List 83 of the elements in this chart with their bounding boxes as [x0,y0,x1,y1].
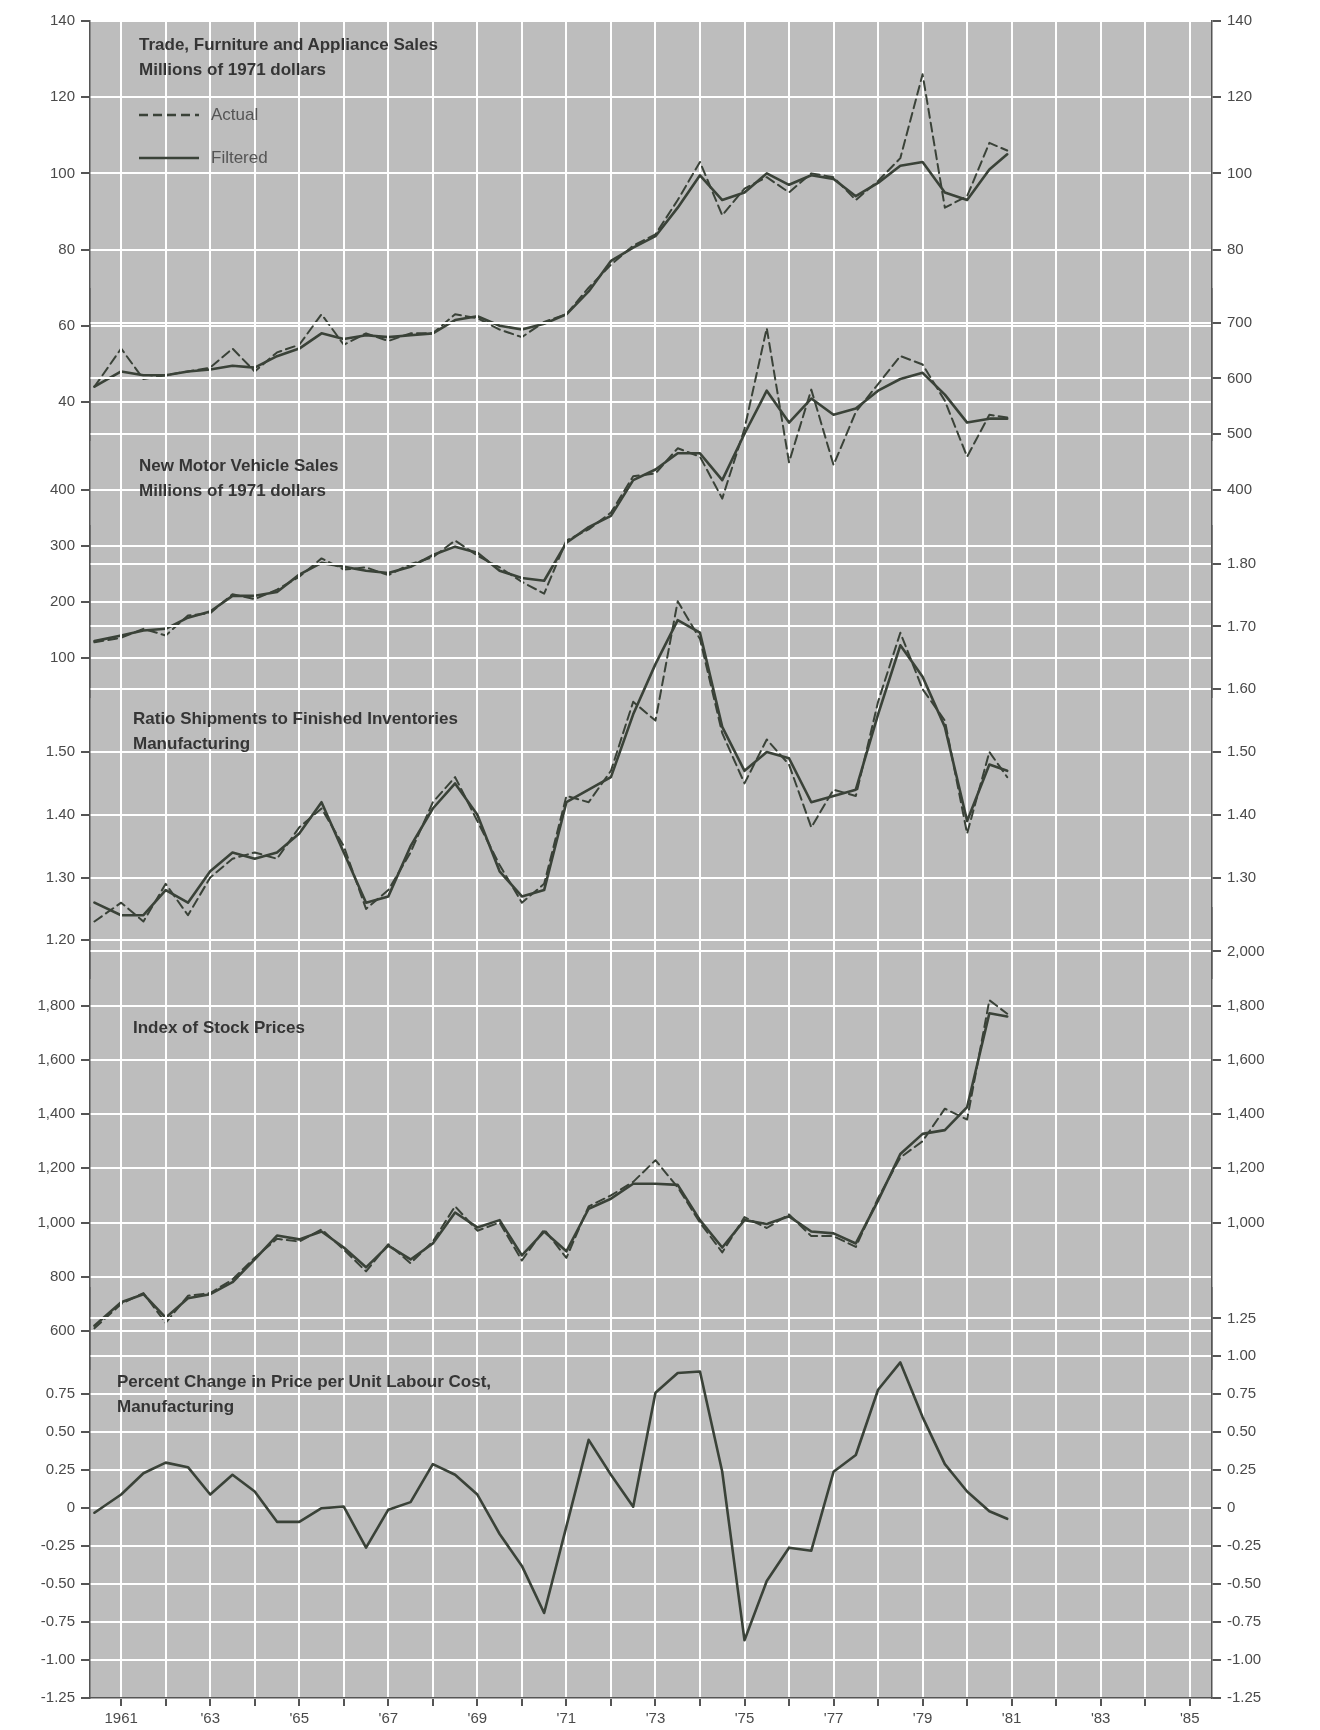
text: Millions of 1971 dollars [139,480,327,500]
x-tick-label: '67 [378,1709,399,1727]
y2-tick-label: 100 [1227,163,1253,181]
y2-tick-label: 1.25 [1227,1308,1257,1326]
text: Ratio Shipments to Finished Inventories [133,708,458,728]
y-tick-label: -1.00 [40,1650,75,1668]
x-tick-label: '83 [1090,1709,1111,1727]
y-tick-label: 800 [49,1266,75,1284]
x-tick-label: '75 [734,1709,755,1727]
y-tick-label: 0.75 [45,1384,75,1402]
text: Millions of 1971 dollars [139,59,327,79]
y-tick-label: -0.25 [40,1536,75,1554]
y-tick-label: 120 [49,87,75,105]
y2-tick-label: 1.00 [1227,1346,1257,1364]
y-tick-label: 300 [49,536,75,554]
y2-tick-label: 2,000 [1227,941,1265,959]
y2-tick-label: -0.50 [1227,1574,1262,1592]
x-tick-label: '79 [912,1709,933,1727]
x-tick-label: '73 [645,1709,666,1727]
y2-tick-label: 0.25 [1227,1460,1257,1478]
x-tick-label: '77 [823,1709,844,1727]
y2-tick-label: 0.75 [1227,1384,1257,1402]
y2-tick-label: -1.25 [1227,1688,1262,1706]
y2-tick-label: 700 [1227,312,1253,330]
y-tick-label: 200 [49,592,75,610]
y2-tick-label: 400 [1227,480,1253,498]
y2-tick-label: 0 [1227,1498,1236,1516]
y2-tick-label: 1,200 [1227,1158,1265,1176]
y2-tick-label: 120 [1227,87,1253,105]
x-tick-label: '85 [1179,1709,1200,1727]
y2-tick-label: 1.60 [1227,679,1257,697]
y-tick-label: 60 [58,315,75,333]
y2-tick-label: -0.25 [1227,1536,1262,1554]
y2-tick-label: 600 [1227,368,1253,386]
text: New Motor Vehicle Sales [139,455,339,475]
y-tick-label: 100 [49,648,75,666]
y-tick-label: 1,200 [37,1158,75,1176]
y2-tick-label: 500 [1227,424,1253,442]
y-tick-label: 80 [58,239,75,257]
y-tick-label: 600 [49,1321,75,1339]
y2-tick-label: 1.80 [1227,553,1257,571]
y-tick-label: 1,800 [37,995,75,1013]
text: Percent Change in Price per Unit Labour Cost, [117,1371,492,1391]
y2-tick-label: 1.70 [1227,616,1257,634]
y-tick-label: 1,400 [37,1104,75,1122]
x-tick-label: '69 [467,1709,488,1727]
y2-tick-label: -1.00 [1227,1650,1262,1668]
y-tick-label: 1.50 [45,742,75,760]
y-tick-label: -1.25 [40,1688,75,1706]
y2-tick-label: -0.75 [1227,1612,1262,1630]
y-tick-label: 140 [49,11,75,29]
y2-tick-label: 1.30 [1227,867,1257,885]
y2-tick-label: 1,400 [1227,1104,1265,1122]
x-tick-label: '71 [556,1709,577,1727]
text: Trade, Furniture and Appliance Sales [139,34,438,54]
y2-tick-label: 1,800 [1227,995,1265,1013]
x-tick-label: '65 [289,1709,310,1727]
y-tick-label: 40 [58,392,75,410]
y-tick-label: 1.20 [45,930,75,948]
y-tick-label: 1,600 [37,1050,75,1067]
text: Manufacturing [133,733,251,753]
y-tick-label: 1.30 [45,867,75,885]
x-tick-label: '63 [200,1709,220,1727]
y-tick-label: 100 [49,163,75,181]
x-tick-label: '81 [1001,1709,1022,1727]
y-tick-label: 0 [66,1498,75,1516]
text: Index of Stock Prices [133,1017,305,1037]
y2-tick-label: 1.50 [1227,742,1257,760]
y2-tick-label: 80 [1227,239,1244,257]
y2-tick-label: 1,600 [1227,1050,1265,1067]
y-tick-label: 400 [49,480,75,498]
y2-tick-label: 140 [1227,11,1253,29]
y-tick-label: 1.40 [45,804,75,822]
x-tick-label: 1961 [104,1709,138,1727]
y-tick-label: -0.50 [40,1574,75,1592]
y-tick-label: 0.25 [45,1460,75,1478]
y-tick-label: 1,000 [37,1212,75,1230]
text: Manufacturing [117,1396,235,1416]
y2-tick-label: 1,000 [1227,1212,1265,1230]
y-tick-label: 0.50 [45,1422,75,1440]
y2-tick-label: 1.40 [1227,804,1257,822]
y2-tick-label: 0.50 [1227,1422,1257,1440]
y-tick-label: -0.75 [40,1612,75,1630]
